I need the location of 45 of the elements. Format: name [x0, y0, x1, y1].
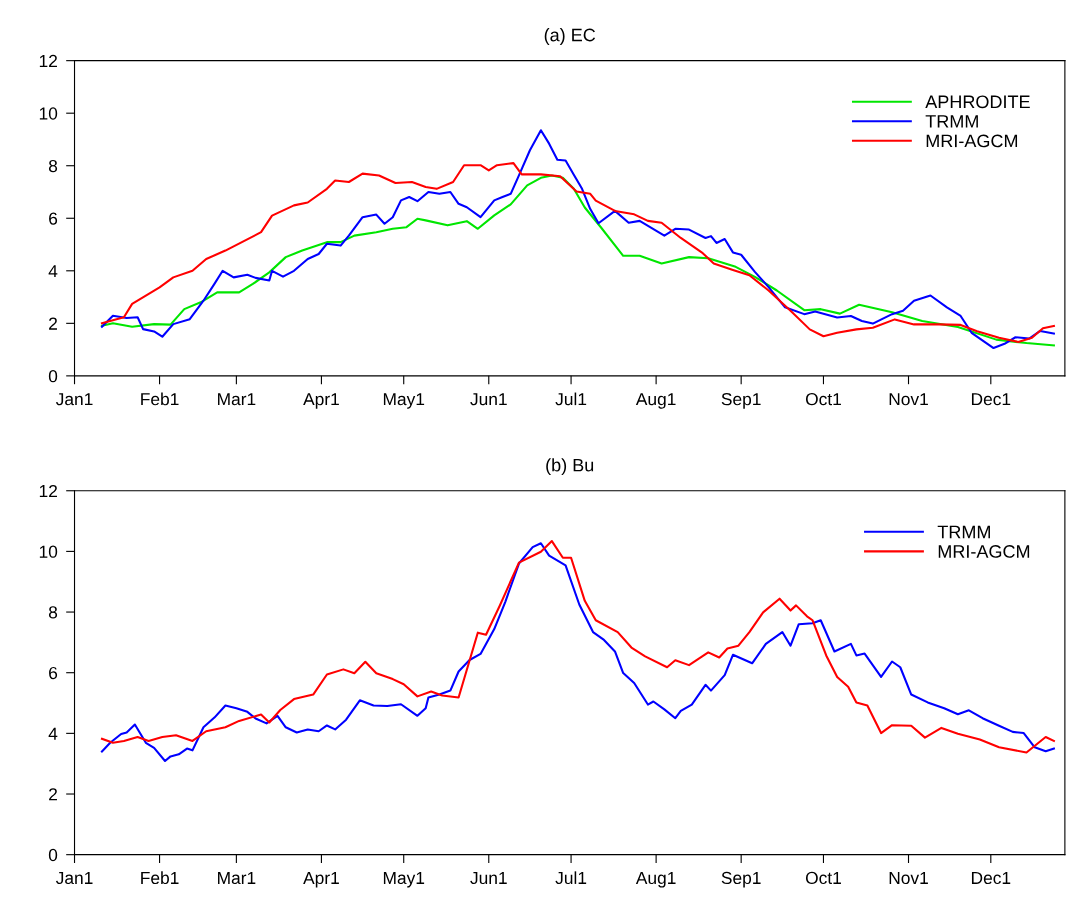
- y-tick-label: 4: [48, 727, 58, 740]
- x-tick-label: May1: [383, 871, 425, 888]
- y-tick-label: 2: [49, 317, 57, 330]
- y-tick-label: 12: [39, 484, 57, 498]
- x-tick-label: Oct1: [805, 871, 841, 885]
- x-tick-label: Mar1: [218, 871, 256, 885]
- y-tick-label: 0: [48, 370, 58, 383]
- y-tick-label: 6: [49, 666, 58, 680]
- x-tick-label: Nov1: [889, 871, 928, 885]
- x-tick-label: Apr1: [303, 871, 339, 888]
- y-tick-label: 6: [49, 212, 58, 225]
- x-tick-label: Dec1: [971, 393, 1011, 406]
- x-tick-label: Jan1: [55, 871, 93, 885]
- y-tick-label: 2: [49, 788, 57, 801]
- legend-label: MRI-AGCM: [926, 134, 1018, 148]
- y-tick-label: 8: [48, 606, 58, 619]
- y-tick-label: 10: [39, 107, 58, 120]
- y-tick-label: 0: [48, 848, 58, 862]
- x-tick-label: May1: [383, 393, 425, 409]
- x-tick-label: Jul1: [555, 392, 587, 406]
- chart-title: (a) EC: [544, 28, 596, 45]
- legend-label: TRMM: [925, 115, 978, 128]
- x-tick-label: Jul1: [555, 871, 587, 885]
- x-tick-label: Sep1: [721, 393, 761, 409]
- x-tick-label: Oct1: [805, 393, 841, 406]
- y-tick-label: 8: [48, 159, 58, 173]
- x-tick-label: Jun1: [470, 871, 507, 885]
- x-tick-label: Feb1: [141, 392, 179, 406]
- y-tick-label: 4: [48, 265, 58, 278]
- x-tick-label: Sep1: [721, 871, 761, 888]
- legend-label: TRMM: [937, 525, 990, 539]
- legend-label: APHRODITE: [925, 95, 1030, 109]
- legend-label: MRI-AGCM: [938, 545, 1030, 558]
- x-tick-label: Aug1: [635, 871, 676, 888]
- x-tick-label: Feb1: [141, 871, 179, 885]
- x-tick-label: Aug1: [635, 393, 676, 409]
- y-tick-label: 10: [39, 545, 58, 558]
- x-tick-label: Apr1: [303, 393, 339, 409]
- x-tick-label: Nov1: [889, 393, 928, 406]
- y-tick-label: 12: [39, 54, 57, 67]
- x-tick-label: Dec1: [971, 871, 1011, 885]
- x-tick-label: Mar1: [218, 393, 256, 406]
- x-tick-label: Jun1: [470, 393, 507, 406]
- chart-title: (b) Bu: [546, 458, 594, 476]
- x-tick-label: Jan1: [55, 393, 93, 406]
